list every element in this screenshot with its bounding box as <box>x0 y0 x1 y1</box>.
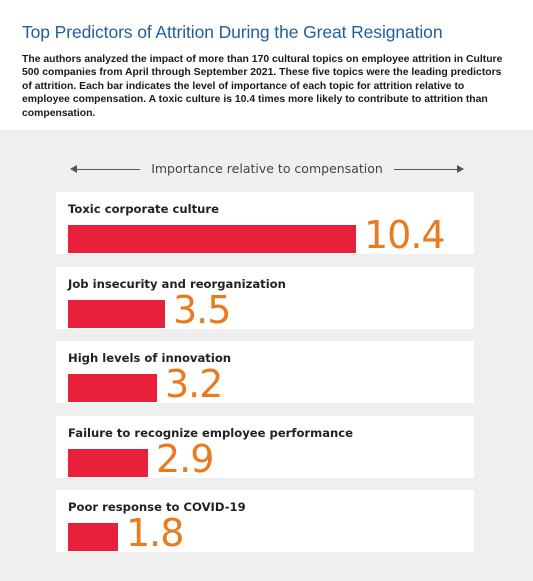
bar-category-label: Toxic corporate culture <box>68 202 219 216</box>
bar-value-label: 2.9 <box>156 437 213 481</box>
bar-card: High levels of innovation 3.2 <box>56 341 474 403</box>
bar-value-label: 1.8 <box>126 511 183 555</box>
bar <box>68 374 157 402</box>
arrow-right-icon <box>457 165 464 173</box>
bar-card: Poor response to COVID-19 1.8 <box>56 490 474 552</box>
bar-card: Job insecurity and reorganization 3.5 <box>56 267 474 329</box>
bar-card: Toxic corporate culture 10.4 <box>56 192 474 254</box>
chart-title: Top Predictors of Attrition During the G… <box>22 22 442 43</box>
bar-value-label: 3.5 <box>173 288 230 332</box>
bar-value-label: 3.2 <box>165 362 222 406</box>
bar-card: Failure to recognize employee performanc… <box>56 416 474 478</box>
axis-line-right <box>394 169 458 170</box>
bar <box>68 225 356 253</box>
bar <box>68 523 118 551</box>
bar-value-label: 10.4 <box>364 213 445 257</box>
bar <box>68 449 148 477</box>
chart-description: The authors analyzed the impact of more … <box>22 53 512 120</box>
axis-indicator: Importance relative to compensation <box>70 162 464 176</box>
bar <box>68 300 165 328</box>
